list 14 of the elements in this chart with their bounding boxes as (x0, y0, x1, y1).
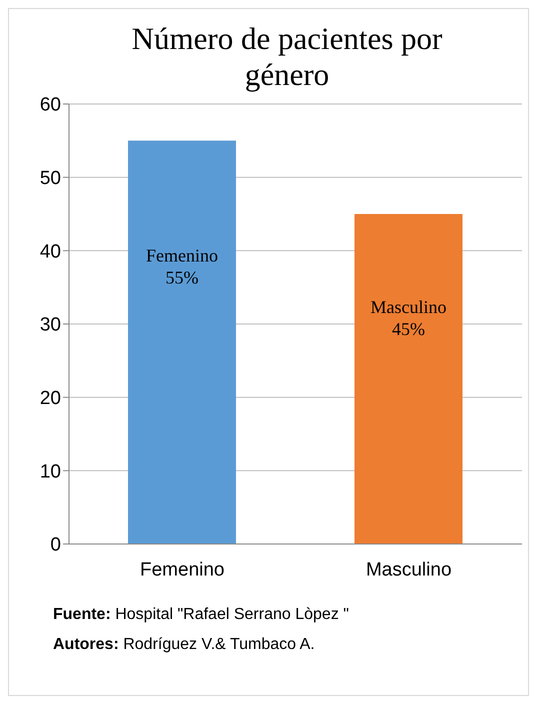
y-tick-label: 30 (40, 314, 61, 336)
data-label: Femenino 55% (146, 246, 218, 288)
y-tick-label: 0 (50, 534, 61, 556)
text: Autores: Rodríguez V.& Tumbaco A. (53, 635, 316, 655)
y-tick-label: 20 (40, 388, 61, 410)
y-tick-label: 40 (40, 241, 61, 262)
chart-title: Número de pacientes por género (132, 21, 444, 92)
source-note: Fuente: Hospital "Rafael Serrano Lòpez " (53, 605, 350, 625)
y-tick-label: 60 (40, 94, 61, 116)
data-label: Masculino 45% (370, 297, 446, 339)
x-tick-label: Femenino (140, 559, 224, 580)
y-tick-label: 10 (40, 461, 61, 482)
x-tick-label: Masculino (366, 559, 452, 580)
y-tick-label: 50 (40, 168, 61, 190)
